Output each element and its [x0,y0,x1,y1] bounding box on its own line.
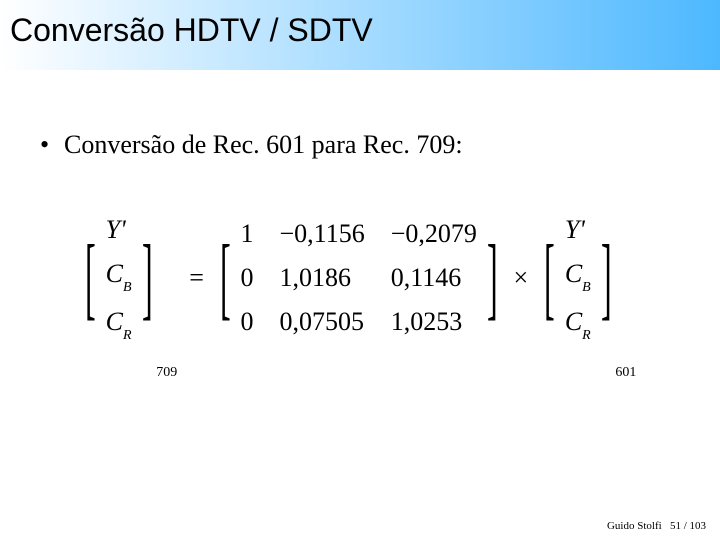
subscript-r: R [582,328,591,343]
matrix-col-3: −0,2079 0,1146 1,0253 [391,219,477,337]
matrix-cell: −0,2079 [391,219,477,249]
vec-entry: CR [106,307,132,341]
subscript-b: B [582,280,591,295]
bullet-marker: • [40,130,64,160]
vec-entry: Y' [565,215,591,245]
right-bracket-icon: ] [142,234,153,321]
slide-title: Conversão HDTV / SDTV [10,12,710,49]
page-current: 51 [670,520,681,532]
y-prime: Y' [106,215,126,244]
matrix-col-2: −0,1156 1,0186 0,07505 [280,219,365,337]
equals-sign: = [189,263,204,293]
right-bracket-icon: ] [487,234,498,321]
subscript-b: B [123,280,132,295]
matrix-col-1: 1 0 0 [241,219,254,337]
vector-subscript-709: 709 [156,365,177,381]
input-vector-entries: Y' CB CR [565,215,591,341]
matrix-cell: 0 [241,307,254,337]
conversion-matrix: [ 1 0 0 −0,1156 1,0186 0,07505 −0,2079 0… [210,219,508,337]
matrix-cell: 0,1146 [391,263,477,293]
output-vector-entries: Y' CB CR [106,215,132,341]
matrix-columns: 1 0 0 −0,1156 1,0186 0,07505 −0,2079 0,1… [241,219,477,337]
matrix-cell: 1,0253 [391,307,477,337]
vec-entry: CB [565,259,591,293]
matrix-cell: 1 [241,219,254,249]
conversion-equation: [ Y' CB CR ] 709 = [ 1 0 0 −0,1156 1,018… [40,215,690,341]
input-vector-601: [ Y' CB CR ] 601 [534,215,642,341]
vec-entry: CB [106,259,132,293]
times-sign: × [514,263,529,293]
vec-entry: Y' [106,215,132,245]
output-vector-709: [ Y' CB CR ] 709 [75,215,183,341]
page-total: 103 [690,520,707,532]
matrix-cell: −0,1156 [280,219,365,249]
vec-entry: CR [565,307,591,341]
vector-subscript-601: 601 [615,365,636,381]
y-prime: Y' [565,215,585,244]
left-bracket-icon: [ [85,234,96,321]
slide-content: •Conversão de Rec. 601 para Rec. 709: [ … [0,70,720,341]
slide-header: Conversão HDTV / SDTV [0,0,720,70]
bullet-text: Conversão de Rec. 601 para Rec. 709: [64,130,463,159]
left-bracket-icon: [ [220,234,231,321]
matrix-cell: 0,07505 [280,307,365,337]
matrix-cell: 1,0186 [280,263,365,293]
left-bracket-icon: [ [544,234,555,321]
slide-footer: Guido Stolfi 51 / 103 [607,520,706,532]
footer-author: Guido Stolfi [607,520,662,532]
bullet-item: •Conversão de Rec. 601 para Rec. 709: [40,130,690,160]
subscript-r: R [123,328,132,343]
right-bracket-icon: ] [601,234,612,321]
matrix-cell: 0 [241,263,254,293]
